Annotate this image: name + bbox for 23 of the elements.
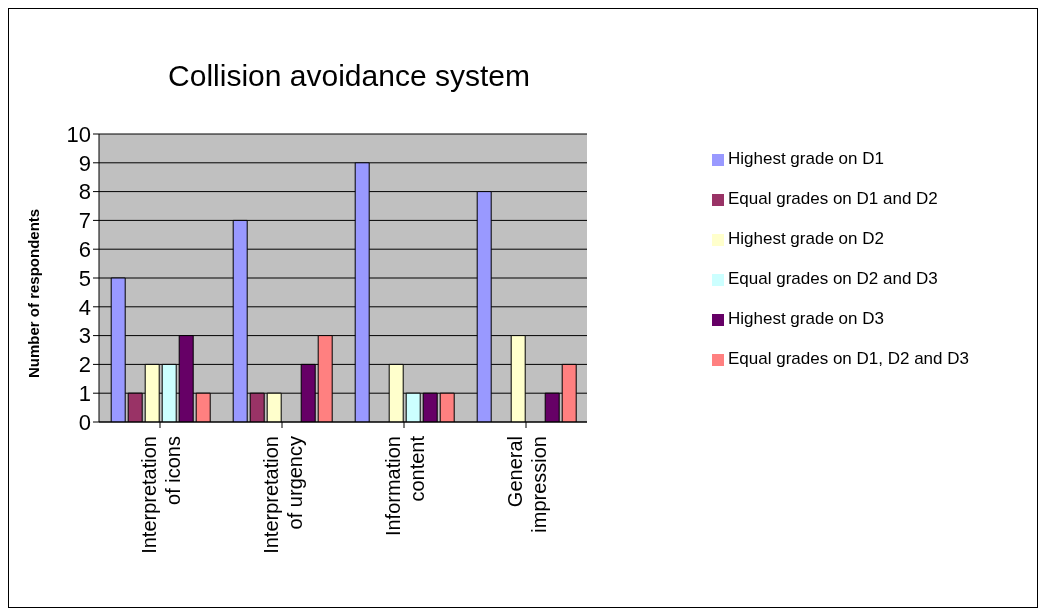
- y-tick-label: 5: [78, 265, 91, 291]
- legend-label: Equal grades on D2 and D3: [728, 269, 938, 288]
- y-tick-label: 0: [78, 409, 91, 435]
- legend-label: Highest grade on D1: [728, 149, 884, 168]
- y-axis-title: Number of respondents: [25, 208, 43, 378]
- y-tick-label: 9: [78, 150, 91, 176]
- x-tick-label: Information content: [382, 435, 428, 537]
- y-tick-label: 8: [78, 179, 91, 205]
- legend-label: Highest grade on D2: [728, 229, 884, 248]
- legend-label: Highest grade on D3: [728, 309, 884, 328]
- chart-title: Collision avoidance system: [167, 59, 531, 93]
- x-tick-label: Interpretation of icons: [138, 436, 184, 554]
- y-tick-label: 6: [78, 237, 91, 263]
- legend-label: Equal grades on D1, D2 and D3: [728, 349, 969, 368]
- y-tick-label: 1: [78, 381, 91, 407]
- x-tick-label: General impression: [504, 436, 550, 533]
- y-tick-label: 4: [78, 294, 91, 320]
- x-tick-label: Interpretation of urgency: [260, 436, 306, 554]
- y-tick-label: 10: [66, 121, 91, 147]
- y-tick-label: 7: [78, 208, 91, 234]
- y-tick-label: 2: [78, 352, 91, 378]
- legend-label: Equal grades on D1 and D2: [728, 189, 938, 208]
- y-tick-label: 3: [78, 323, 91, 349]
